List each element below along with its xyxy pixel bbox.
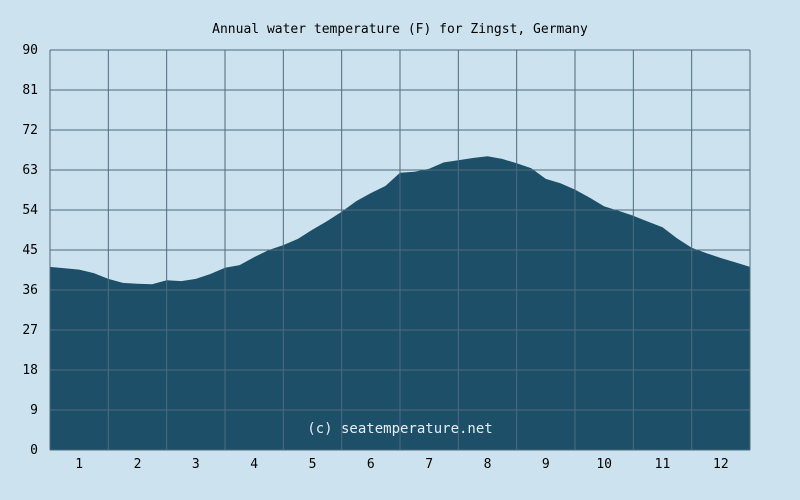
x-tick-label: 4 xyxy=(250,457,258,472)
x-axis-ticks: 1 2 3 4 5 6 7 8 9 10 11 12 xyxy=(75,457,728,472)
x-tick-label: 7 xyxy=(425,457,433,472)
y-tick-label: 36 xyxy=(22,283,38,298)
y-tick-label: 81 xyxy=(22,83,38,98)
x-tick-label: 5 xyxy=(309,457,317,472)
y-tick-label: 0 xyxy=(30,443,38,458)
y-tick-label: 54 xyxy=(22,203,38,218)
y-tick-label: 63 xyxy=(22,163,38,178)
x-tick-label: 11 xyxy=(655,457,671,472)
x-tick-label: 8 xyxy=(484,457,492,472)
x-tick-label: 1 xyxy=(75,457,83,472)
chart-title: Annual water temperature (F) for Zingst,… xyxy=(212,22,588,37)
x-tick-label: 12 xyxy=(713,457,729,472)
x-tick-label: 2 xyxy=(134,457,142,472)
y-axis-ticks: 0 9 18 27 36 45 54 63 72 81 90 xyxy=(22,43,38,458)
y-tick-label: 45 xyxy=(22,243,38,258)
x-tick-label: 9 xyxy=(542,457,550,472)
y-tick-label: 72 xyxy=(22,123,38,138)
x-tick-label: 10 xyxy=(596,457,612,472)
x-tick-label: 6 xyxy=(367,457,375,472)
y-tick-label: 18 xyxy=(22,363,38,378)
y-tick-label: 27 xyxy=(22,323,38,338)
grid-layer xyxy=(49,49,751,451)
x-tick-label: 3 xyxy=(192,457,200,472)
y-tick-label: 90 xyxy=(22,43,38,58)
y-tick-label: 9 xyxy=(30,403,38,418)
watermark: (c) seatemperature.net xyxy=(307,421,492,437)
